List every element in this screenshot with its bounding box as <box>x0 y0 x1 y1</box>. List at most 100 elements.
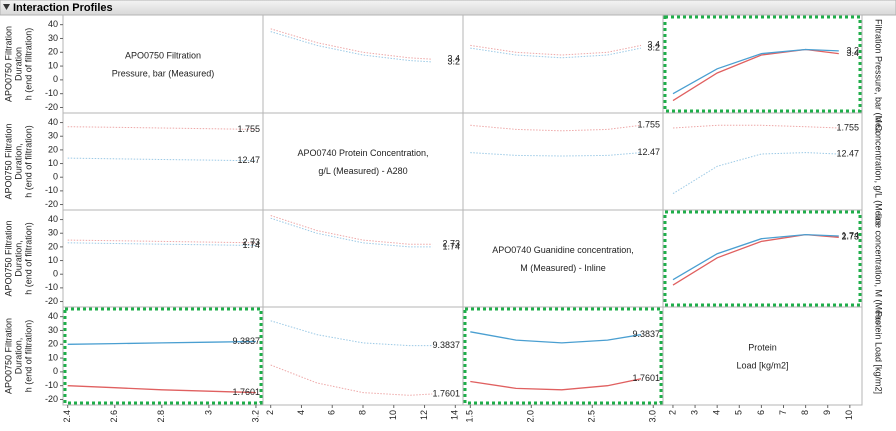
y-tick-label: -10 <box>45 88 58 98</box>
y-tick-label: -10 <box>45 282 58 292</box>
series-label: 1.74 <box>242 240 260 250</box>
x-tick-label: 7 <box>778 410 788 415</box>
row-label: APO0750 Filtration <box>3 26 13 102</box>
profile-line <box>470 331 642 344</box>
x-tick-label: 4 <box>296 410 306 415</box>
series-label: 3.4 <box>447 54 460 64</box>
cell-frame <box>662 306 863 406</box>
side-label: Protein Load [kg/m2] <box>874 311 884 394</box>
factor-label: APO0750 Filtration <box>125 50 201 60</box>
cell-frame <box>62 112 264 211</box>
highlight-box <box>63 307 263 405</box>
x-tick-label: 6 <box>756 410 766 415</box>
series-label: 9.3837 <box>632 329 660 339</box>
profile-line <box>270 320 433 347</box>
y-tick-label: 40 <box>48 117 58 127</box>
series-label: 3.4 <box>846 48 859 58</box>
cell-frame <box>462 112 664 211</box>
series-label: 1.74 <box>442 241 460 251</box>
y-tick-label: -10 <box>45 380 58 390</box>
profile-line <box>672 233 839 281</box>
profile-line <box>67 239 256 244</box>
x-tick-label: 2.6 <box>109 410 119 423</box>
x-tick-label: 2.0 <box>526 410 536 423</box>
row-label: h (end of filtration) <box>23 320 33 393</box>
x-tick-label: 2 <box>265 410 275 415</box>
profile-line <box>672 152 839 195</box>
highlight-box <box>663 210 862 307</box>
factor-label: Pressure, bar (Measured) <box>112 68 215 78</box>
series-label: 3.2 <box>447 56 460 66</box>
cell-frame <box>262 112 464 211</box>
y-tick-label: 20 <box>48 144 58 154</box>
profile-line <box>67 340 256 345</box>
y-tick-label: 20 <box>48 339 58 349</box>
x-tick-label: 12 <box>419 410 429 420</box>
cell-frame <box>462 209 664 308</box>
series-label: 1.7601 <box>432 388 460 398</box>
profile-line <box>270 215 433 245</box>
x-tick-label: 1.5 <box>465 410 475 423</box>
cell-frame <box>262 209 464 308</box>
x-tick-label: 9 <box>822 410 832 415</box>
row-label: APO0750 Filtration <box>3 123 13 199</box>
profile-line <box>470 44 642 56</box>
series-label: 9.3837 <box>232 336 260 346</box>
x-tick-label: 4 <box>712 410 722 415</box>
y-tick-label: 10 <box>48 158 58 168</box>
row-label: Duration, <box>13 240 23 277</box>
x-tick-label: 10 <box>388 410 398 420</box>
factor-label: g/L (Measured) - A280 <box>318 166 407 176</box>
series-label: 12.47 <box>237 155 260 165</box>
x-tick-label: 6 <box>327 410 337 415</box>
profile-line <box>67 242 256 246</box>
series-label: 9.3837 <box>432 340 460 350</box>
profile-line <box>470 47 642 59</box>
y-tick-label: 0 <box>53 74 58 84</box>
x-tick-label: 3.0 <box>648 410 658 423</box>
factor-label: APO0740 Protein Concentration, <box>297 148 428 158</box>
cell-frame <box>62 209 264 308</box>
x-tick-label: 3 <box>203 410 213 415</box>
y-tick-label: 10 <box>48 352 58 362</box>
y-tick-label: 40 <box>48 19 58 29</box>
row-label: Duration, <box>13 143 23 180</box>
series-label: 1.755 <box>237 124 260 134</box>
y-tick-label: 30 <box>48 131 58 141</box>
profile-line <box>672 48 839 95</box>
y-tick-label: -20 <box>45 394 58 404</box>
row-label: h (end of filtration) <box>23 222 33 295</box>
y-tick-label: 40 <box>48 214 58 224</box>
cell-frame <box>462 14 664 114</box>
y-tick-label: 0 <box>53 366 58 376</box>
disclosure-icon[interactable] <box>3 4 10 10</box>
x-tick-label: 5 <box>734 410 744 415</box>
side-label: line concentration, M (Meas <box>874 214 884 325</box>
series-label: 1.74 <box>841 230 859 240</box>
profile-line <box>672 48 839 102</box>
x-tick-label: 2.4 <box>62 410 72 423</box>
series-label: 1.755 <box>836 122 859 132</box>
header-bar[interactable] <box>0 0 896 16</box>
profile-line <box>470 378 642 391</box>
y-tick-label: 30 <box>48 325 58 335</box>
row-label: h (end of filtration) <box>23 125 33 198</box>
x-tick-label: 8 <box>357 410 367 415</box>
side-label: n Concentration, g/L (Meas <box>874 117 884 226</box>
cell-frame <box>662 14 863 114</box>
x-tick-label: 2.5 <box>587 410 597 423</box>
row-label: APO0750 Filtration <box>3 220 13 296</box>
row-label: Duration, <box>13 338 23 375</box>
factor-label: Load [kg/m2] <box>736 360 788 370</box>
y-tick-label: -10 <box>45 185 58 195</box>
series-label: 12.47 <box>836 148 859 158</box>
profile-line <box>67 385 256 394</box>
y-tick-label: 0 <box>53 172 58 182</box>
series-label: 2.73 <box>442 239 460 249</box>
row-label: Duration <box>13 47 23 81</box>
series-label: 1.7601 <box>232 387 260 397</box>
series-label: 3.4 <box>647 40 660 50</box>
y-tick-label: 0 <box>53 269 58 279</box>
y-tick-label: 20 <box>48 241 58 251</box>
